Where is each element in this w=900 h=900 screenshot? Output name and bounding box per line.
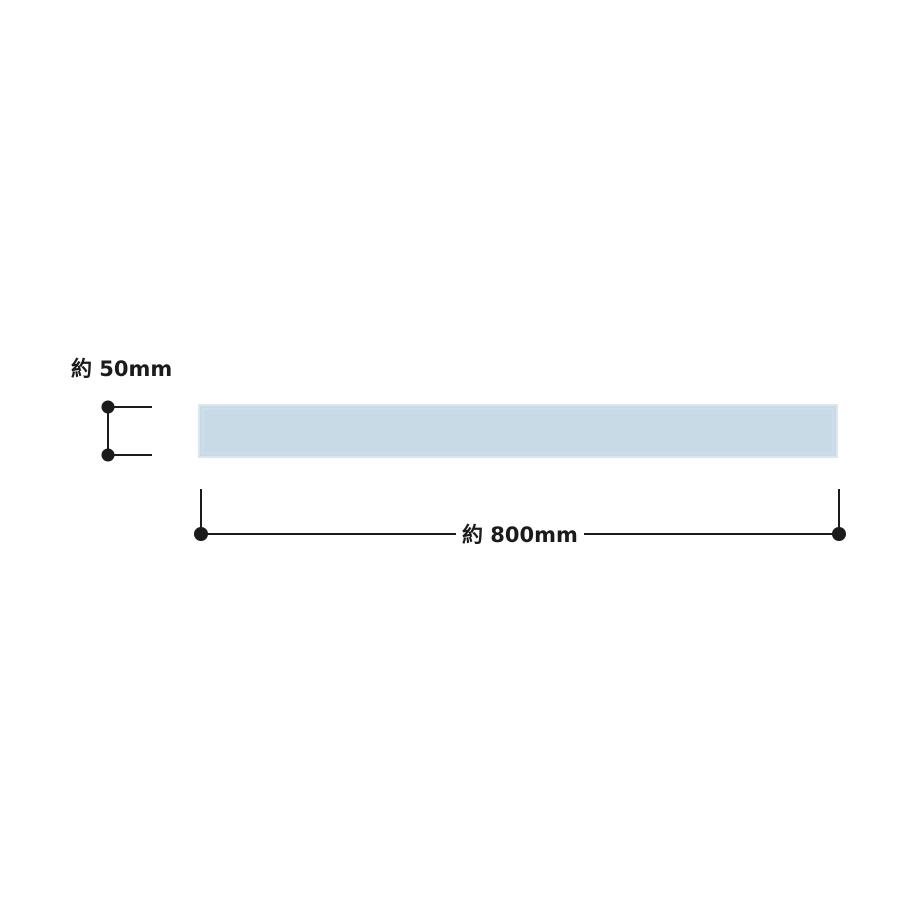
width-label: 約 800mm bbox=[456, 523, 584, 547]
height-label: 約 50mm bbox=[69, 357, 175, 381]
height-dimension bbox=[107, 406, 152, 456]
height-top-dot bbox=[101, 400, 115, 414]
product-bar bbox=[198, 404, 838, 458]
height-bottom-dot bbox=[101, 448, 115, 462]
product-bar-inner-edge bbox=[202, 408, 834, 454]
width-left-dot bbox=[194, 527, 208, 541]
width-right-dot bbox=[832, 527, 846, 541]
